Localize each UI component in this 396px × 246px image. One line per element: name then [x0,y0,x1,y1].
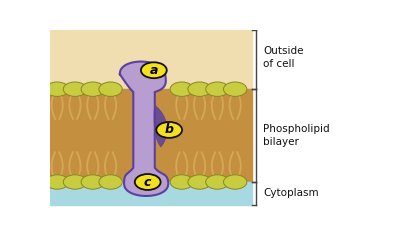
Circle shape [188,82,211,96]
Circle shape [188,175,211,189]
Circle shape [156,122,182,138]
Circle shape [46,82,69,96]
Circle shape [135,174,161,190]
Bar [50,89,252,182]
Circle shape [206,82,229,96]
Circle shape [63,175,87,189]
Text: a: a [150,64,158,77]
Polygon shape [120,62,168,196]
Circle shape [81,175,105,189]
Text: b: b [165,123,174,137]
Text: Outside
of cell: Outside of cell [263,46,304,69]
Circle shape [223,82,247,96]
Text: Cytoplasm: Cytoplasm [263,188,319,198]
Bar [50,30,252,89]
Text: c: c [144,175,151,188]
Circle shape [63,82,87,96]
Circle shape [170,82,193,96]
Circle shape [206,175,229,189]
Text: Phospholipid
bilayer: Phospholipid bilayer [263,124,330,147]
Circle shape [99,82,122,96]
Bar [50,182,252,205]
Circle shape [81,82,105,96]
Circle shape [46,175,69,189]
Circle shape [223,175,247,189]
Circle shape [99,175,122,189]
Polygon shape [154,105,167,147]
Circle shape [170,175,193,189]
Circle shape [141,62,167,78]
